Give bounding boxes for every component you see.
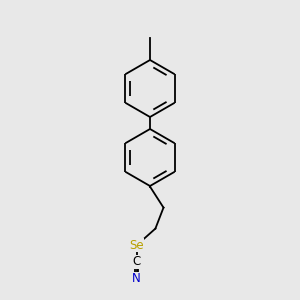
Text: C: C [132,255,141,268]
Text: Se: Se [129,239,144,252]
Text: N: N [132,272,141,286]
